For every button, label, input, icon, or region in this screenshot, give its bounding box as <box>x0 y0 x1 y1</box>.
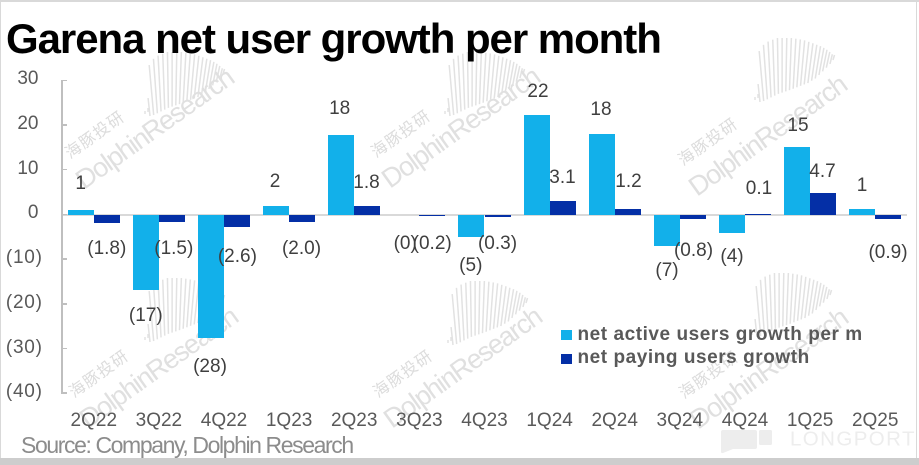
svg-text:LONGPORT: LONGPORT <box>790 428 916 451</box>
